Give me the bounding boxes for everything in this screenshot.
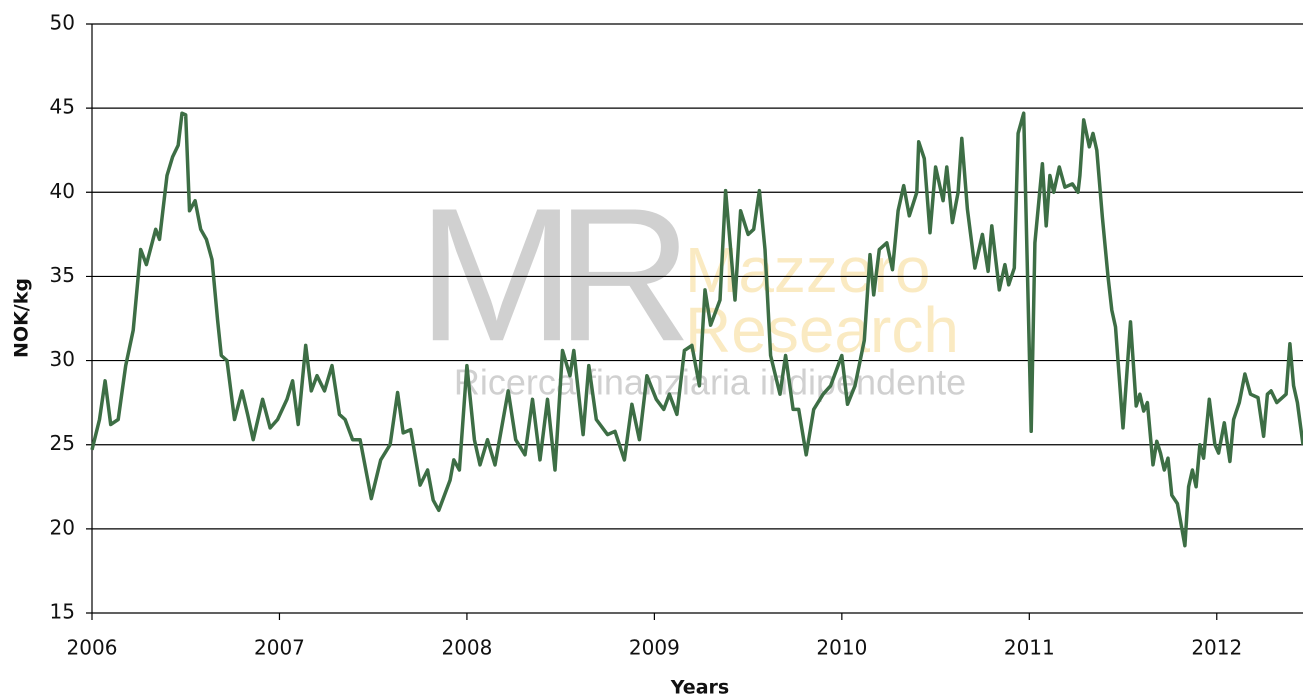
x-tick-label: 2006	[67, 636, 118, 660]
y-tick-label: 40	[50, 179, 75, 203]
watermark-tagline: Ricerca finanziaria indipendente	[454, 362, 966, 403]
x-tick-label: 2011	[1004, 636, 1055, 660]
watermark: MR Mazzero Research Ricerca finanziaria …	[417, 169, 966, 402]
y-tick-label: 35	[50, 263, 75, 287]
price-line	[90, 111, 1303, 548]
watermark-name: Research	[685, 294, 959, 366]
watermark-name: Mazzero	[685, 234, 930, 306]
x-tick-label: 2008	[441, 636, 492, 660]
x-tick-label: 2007	[254, 636, 305, 660]
x-tick-label: 2009	[629, 636, 680, 660]
x-tick-label: 2010	[816, 636, 867, 660]
y-axis-title: NOK/kg	[11, 278, 33, 358]
y-tick-label: 25	[50, 431, 75, 455]
y-tick-label: 15	[50, 600, 75, 624]
y-tick-label: 45	[50, 95, 75, 119]
watermark-logo: MR	[417, 169, 684, 381]
x-tick-label: 2012	[1191, 636, 1242, 660]
y-tick-label: 50	[50, 11, 75, 35]
x-axis-title: Years	[670, 677, 729, 698]
y-tick-label: 20	[50, 515, 75, 539]
y-tick-label: 30	[50, 347, 75, 371]
